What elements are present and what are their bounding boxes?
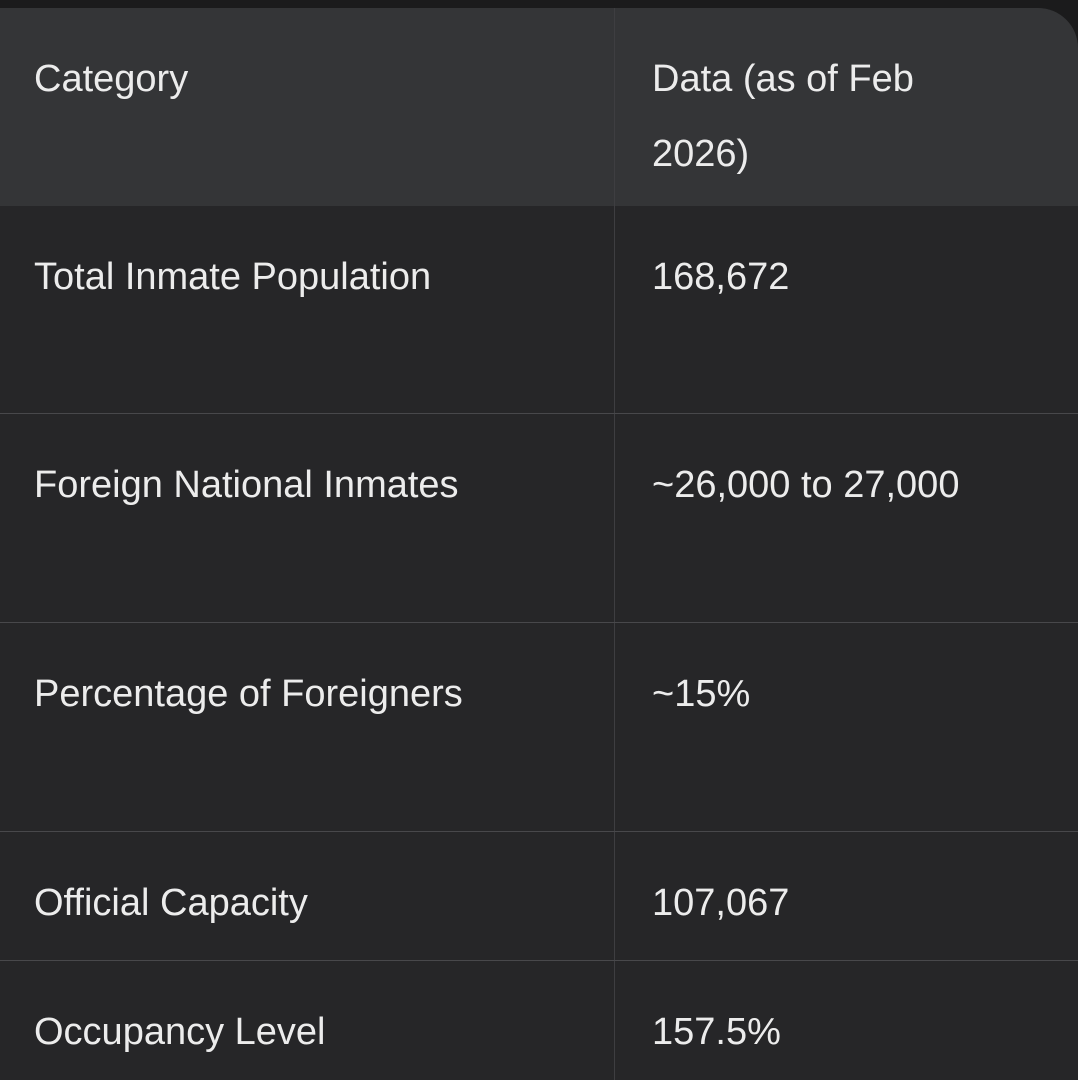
header-cell: Data (as of Feb 2026) [652, 58, 914, 175]
table-cell: Official Capacity [0, 832, 615, 960]
table-cell: ~26,000 to 27,000 [652, 464, 960, 506]
table-cell: Total Inmate Population [0, 206, 615, 413]
header-row: Category Data (as of Feb 2026) [0, 8, 1078, 206]
table: Category Data (as of Feb 2026) Total Inm… [0, 8, 1078, 1080]
table-row: Total Inmate Population 168,672 [0, 206, 1078, 414]
table-cell: 107,067 [652, 882, 790, 924]
table-row: Occupancy Level 157.5% [0, 961, 1078, 1080]
table-row: Official Capacity 107,067 [0, 832, 1078, 961]
table-cell: ~15% [652, 673, 751, 715]
table-row: Percentage of Foreigners ~15% [0, 623, 1078, 832]
table-cell: Foreign National Inmates [0, 414, 615, 622]
table-cell: 157.5% [652, 1011, 781, 1053]
table-row: Foreign National Inmates ~26,000 to 27,00… [0, 414, 1078, 623]
header-cell: Category [0, 8, 615, 206]
table-cell: Occupancy Level [0, 961, 615, 1080]
table-cell: 168,672 [652, 256, 790, 298]
table-cell: Percentage of Foreigners [0, 623, 615, 831]
